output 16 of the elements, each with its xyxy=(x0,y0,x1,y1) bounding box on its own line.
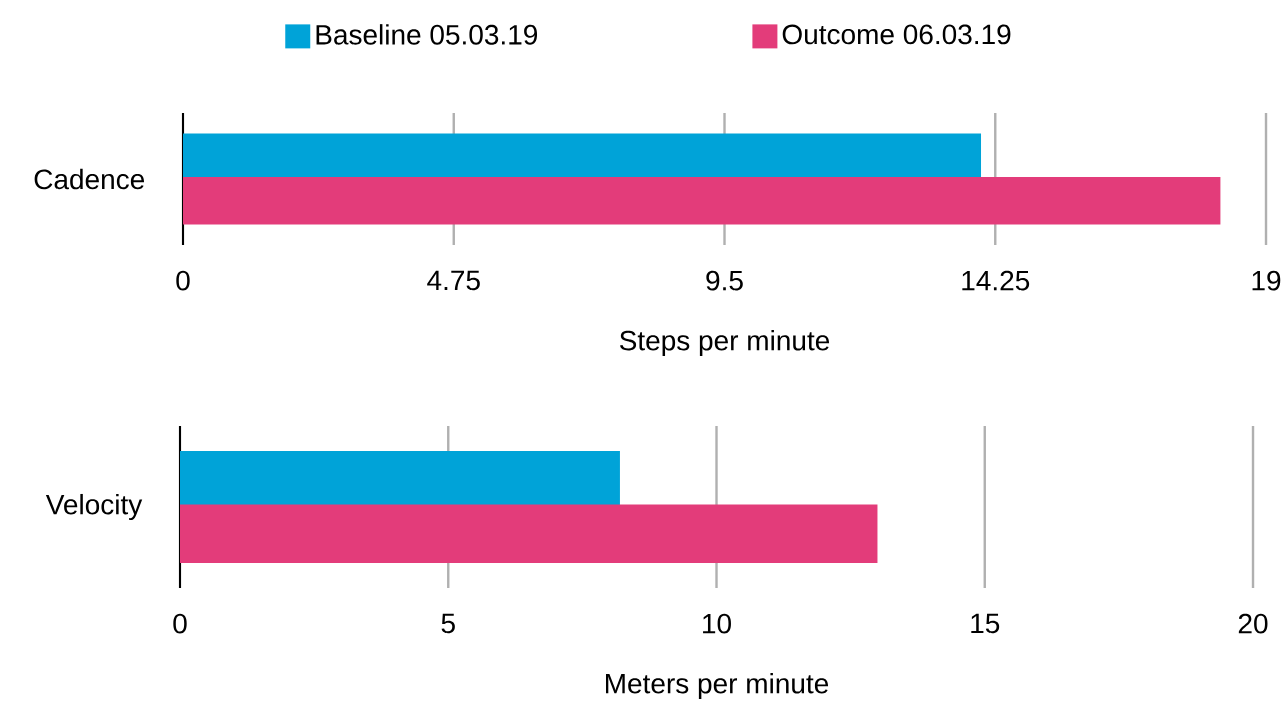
legend-label: Outcome 06.03.19 xyxy=(782,24,1011,45)
y-tick-label: Cadence xyxy=(34,168,145,190)
legend-label: Baseline 05.03.19 xyxy=(316,24,538,45)
x-tick-label: 9.5 xyxy=(706,270,743,291)
x-axis-title: Steps per minute xyxy=(619,329,830,357)
x-tick-label: 20 xyxy=(1238,613,1268,634)
x-tick-label: 15 xyxy=(971,613,1000,634)
x-tick-label: 19 xyxy=(1252,270,1281,291)
x-tick-label: 0 xyxy=(176,270,190,291)
x-tick-label: 0 xyxy=(173,613,187,634)
y-tick-label: Velocity xyxy=(45,493,143,521)
x-axis-title: Meters per minute xyxy=(606,672,829,700)
x-tick-label: 5 xyxy=(441,613,455,634)
x-tick-label: 14.25 xyxy=(962,270,1030,291)
x-tick-label: 10 xyxy=(703,613,731,634)
x-tick-label: 4.75 xyxy=(427,270,480,291)
